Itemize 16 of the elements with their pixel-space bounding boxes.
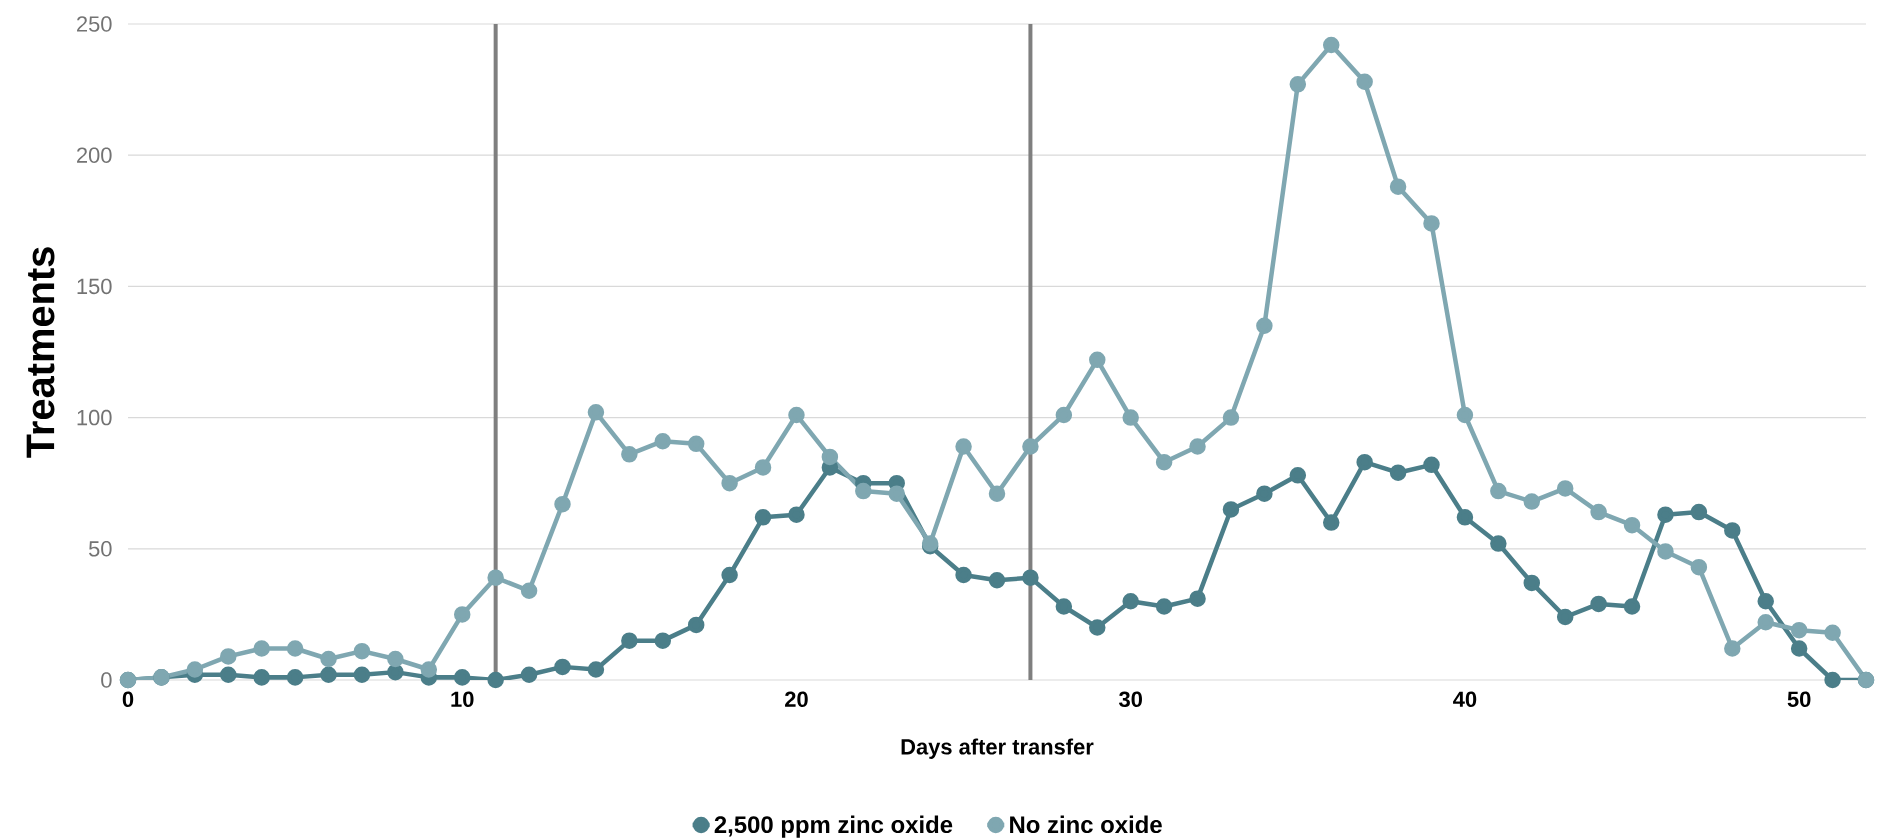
y-tick-label: 50 [88, 541, 112, 557]
legend-label: 2,500 ppm zinc oxide [714, 815, 953, 838]
x-tick-label: 20 [785, 691, 808, 708]
x-tick-label: 50 [1787, 691, 1811, 708]
y-tick-label: 200 [77, 147, 112, 163]
y-axis-title: Treatments [26, 247, 55, 458]
y-tick-label: 0 [101, 672, 112, 688]
y-tick-label: 100 [77, 409, 112, 426]
y-tick-label: 150 [77, 278, 112, 295]
x-tick-label: 10 [451, 691, 474, 708]
legend-label: No zinc oxide [1010, 815, 1162, 834]
x-axis-title: Days after transfer [901, 738, 1094, 759]
x-tick-label: 40 [1453, 691, 1477, 708]
x-tick-label: 30 [1119, 691, 1142, 708]
y-tick-label: 250 [77, 16, 112, 32]
x-tick-label: 0 [122, 691, 134, 708]
